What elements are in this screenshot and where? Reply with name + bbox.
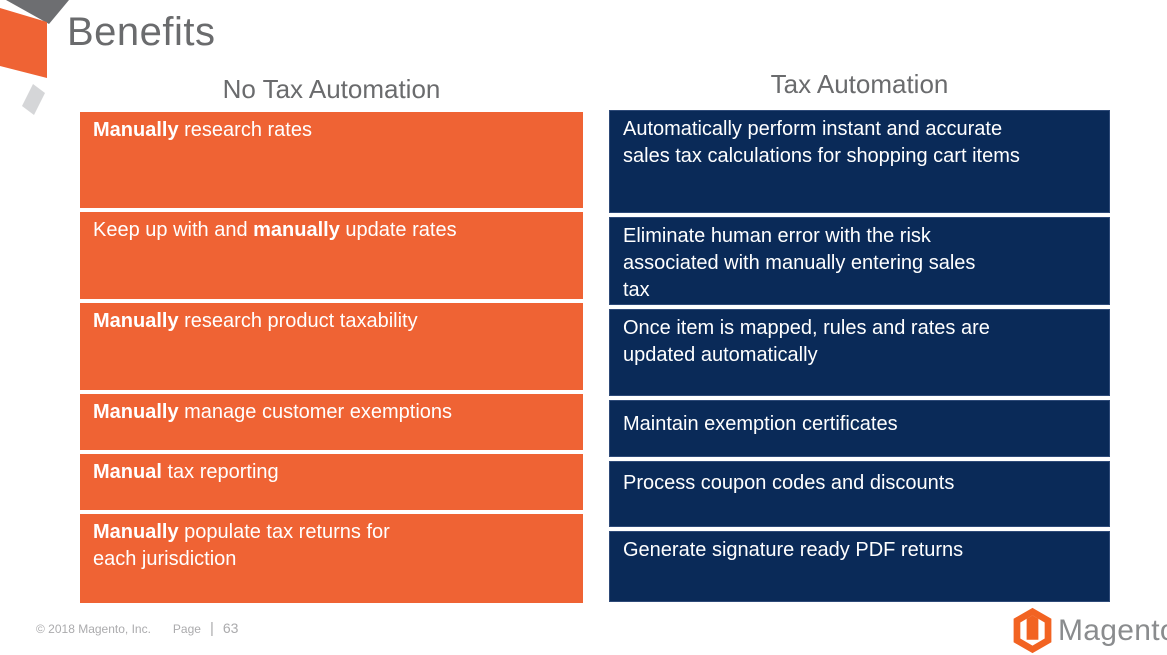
right-column-header: Tax Automation (770, 69, 949, 99)
magento-logo-text: Magento (1058, 613, 1167, 647)
magento-logo: Magento (1012, 607, 1167, 654)
corner-decoration (0, 0, 69, 115)
tax-item-3: Once item is mapped, rules and rates are… (609, 309, 1110, 396)
page-label: Page (172, 622, 201, 636)
tax-item-1: Automatically perform instant and accura… (609, 110, 1110, 213)
page-separator: | (209, 620, 214, 637)
no-tax-item-1: Manually research rates (80, 112, 583, 208)
tax-automation-column: Automatically perform instant and accura… (609, 110, 1110, 606)
page-number: 63 (222, 620, 239, 636)
deco-dark-band (6, 0, 69, 24)
tax-item-5: Process coupon codes and discounts (609, 461, 1110, 527)
slide-footer: © 2018 Magento, Inc. Page | 63 (36, 620, 238, 637)
page-title: Benefits (67, 10, 216, 54)
left-column-header: No Tax Automation (222, 74, 441, 104)
no-tax-item-6: Manually populate tax returns for each j… (80, 514, 583, 603)
no-tax-item-4: Manually manage customer exemptions (80, 394, 583, 450)
no-tax-automation-column: Manually research rates Keep up with and… (80, 112, 583, 607)
deco-orange-chevron (0, 8, 47, 78)
tax-item-6: Generate signature ready PDF returns (609, 531, 1110, 602)
tax-item-2: Eliminate human error with the risk asso… (609, 217, 1110, 305)
magento-m-bar (1026, 615, 1039, 640)
copyright-text: © 2018 Magento, Inc. (36, 622, 151, 636)
magento-hexagon (1013, 607, 1052, 654)
magento-logo-icon (1013, 607, 1052, 654)
no-tax-item-3: Manually research product taxability (80, 303, 583, 390)
no-tax-item-2: Keep up with and manually update rates (80, 212, 583, 299)
no-tax-item-5: Manual tax reporting (80, 454, 583, 510)
deco-light-diamond (22, 84, 45, 115)
tax-item-4: Maintain exemption certificates (609, 400, 1110, 457)
